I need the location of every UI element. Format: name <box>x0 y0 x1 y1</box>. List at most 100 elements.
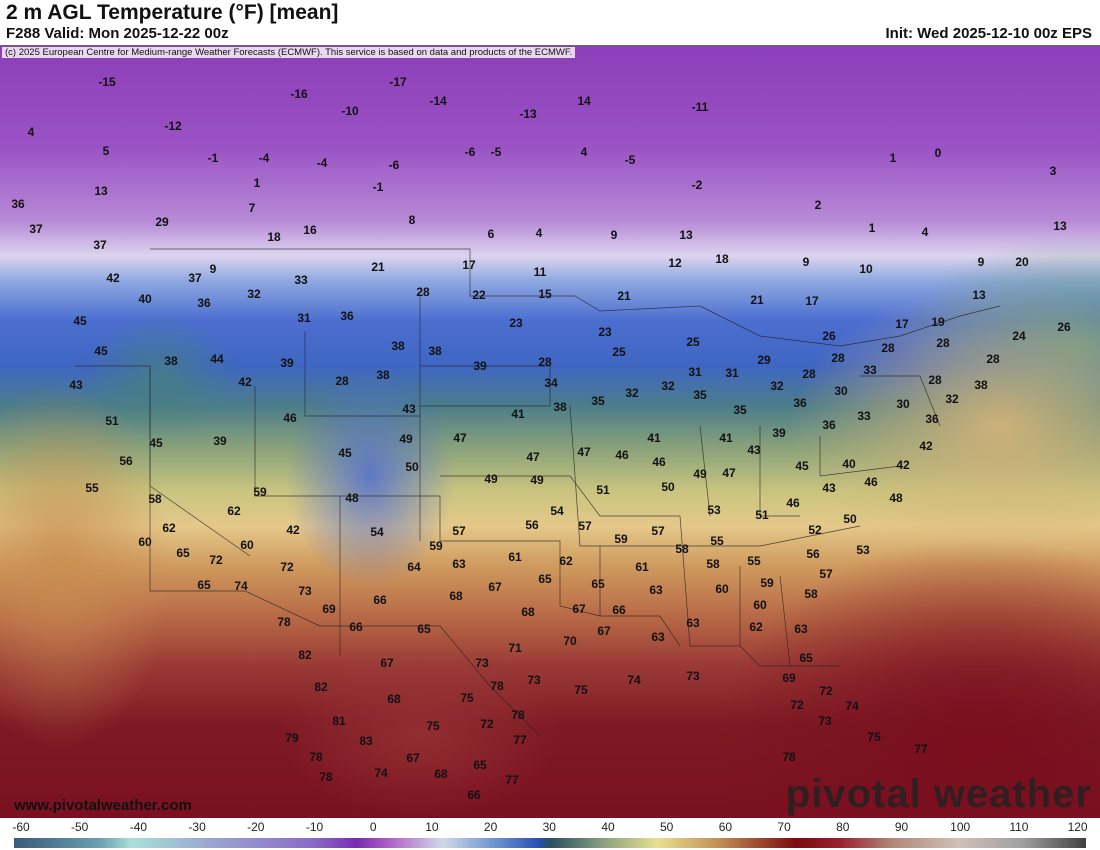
temperature-label: -11 <box>691 100 709 114</box>
temperature-label: 1 <box>868 221 876 235</box>
temperature-label: 2 <box>814 198 822 212</box>
temperature-label: 63 <box>651 630 665 644</box>
temperature-label: 46 <box>786 496 800 510</box>
temperature-label: 77 <box>914 742 928 756</box>
temperature-label: 7 <box>248 201 256 215</box>
temperature-label: -2 <box>691 178 703 192</box>
colorbar-tick-label: -60 <box>12 820 30 834</box>
colorbar-tick-label: 70 <box>777 820 791 834</box>
temperature-label: 67 <box>380 656 394 670</box>
temperature-label: 22 <box>472 288 486 302</box>
colorbar-tick-label: 90 <box>894 820 909 834</box>
pivotal-weather-watermark: pivotal weather <box>785 772 1092 816</box>
temperature-label: 4 <box>27 125 35 139</box>
temperature-label: 45 <box>73 314 87 328</box>
temperature-label: 42 <box>286 523 300 537</box>
temperature-label: 57 <box>578 519 592 533</box>
temperature-label: 48 <box>889 491 903 505</box>
temperature-label: 12 <box>668 256 682 270</box>
temperature-label: 78 <box>319 770 333 784</box>
temperature-label: 37 <box>93 238 107 252</box>
temperature-label: 67 <box>572 602 586 616</box>
temperature-label: -15 <box>98 75 116 89</box>
temperature-label: 46 <box>283 411 297 425</box>
temperature-label: 41 <box>719 431 733 445</box>
temperature-label: 73 <box>527 673 541 687</box>
temperature-label: 5 <box>102 144 110 158</box>
temperature-map[interactable]: (c) 2025 European Centre for Medium-rang… <box>0 45 1100 818</box>
temperature-label: 38 <box>391 339 405 353</box>
temperature-label: 82 <box>314 680 328 694</box>
colorbar-tick-label: 0 <box>369 820 377 834</box>
temperature-label: 55 <box>747 554 761 568</box>
temperature-label: 43 <box>69 378 83 392</box>
temperature-label: 59 <box>760 576 774 590</box>
temperature-label: -4 <box>316 156 328 170</box>
temperature-label: 75 <box>460 691 474 705</box>
temperature-label: 71 <box>508 641 522 655</box>
temperature-label: -5 <box>490 145 502 159</box>
temperature-label: 31 <box>297 311 311 325</box>
site-url[interactable]: www.pivotalweather.com <box>14 797 192 814</box>
temperature-label: 53 <box>856 543 870 557</box>
state-borders <box>75 248 1001 737</box>
temperature-label: 49 <box>693 467 707 481</box>
temperature-label: 46 <box>652 455 666 469</box>
temperature-label: 30 <box>834 384 848 398</box>
temperature-label: 16 <box>303 223 317 237</box>
temperature-label: 24 <box>1012 329 1026 343</box>
temperature-label: 53 <box>707 503 721 517</box>
temperature-label: 68 <box>387 692 401 706</box>
temperature-label: 75 <box>574 683 588 697</box>
temperature-label: 65 <box>417 622 431 636</box>
temperature-label: 56 <box>525 518 539 532</box>
temperature-label: 70 <box>563 634 577 648</box>
temperature-label: -1 <box>372 180 384 194</box>
colorbar-tick-label: 30 <box>542 820 556 834</box>
temperature-label: -13 <box>519 107 537 121</box>
temperature-label: 38 <box>376 368 390 382</box>
temperature-label: 58 <box>148 492 162 506</box>
temperature-label: 81 <box>332 714 346 728</box>
temperature-label: 74 <box>845 699 859 713</box>
temperature-label: 58 <box>706 557 720 571</box>
temperature-label: 57 <box>452 524 466 538</box>
temperature-label: 63 <box>794 622 808 636</box>
temperature-label: 20 <box>1015 255 1029 269</box>
temperature-label: 26 <box>822 329 836 343</box>
temperature-label: 51 <box>755 508 769 522</box>
temperature-label: 45 <box>795 459 809 473</box>
temperature-label: 50 <box>661 480 675 494</box>
temperature-label: 60 <box>240 538 254 552</box>
temperature-label: 35 <box>693 388 707 402</box>
temperature-label: -6 <box>464 145 476 159</box>
colorbar-tick-label: 100 <box>950 820 971 834</box>
temperature-label: 51 <box>596 483 610 497</box>
temperature-label: 45 <box>338 446 352 460</box>
temperature-label: 60 <box>138 535 152 549</box>
colorbar-tick-label: -30 <box>188 820 206 834</box>
colorbar: -60 -50 -40 -30 -20 -10 0 10 20 30 40 50 60 70 80 90 100… <box>0 818 1100 850</box>
temperature-label: 72 <box>790 698 804 712</box>
temperature-label: 66 <box>467 788 481 802</box>
colorbar-tick-label: -40 <box>129 820 148 834</box>
temperature-label: 9 <box>802 255 810 269</box>
temperature-label: 75 <box>426 719 440 733</box>
temperature-label: 48 <box>345 491 359 505</box>
temperature-label: 28 <box>416 285 430 299</box>
temperature-label: 9 <box>209 262 217 276</box>
temperature-label: 0 <box>934 146 942 160</box>
temperature-label: 59 <box>253 485 267 499</box>
temperature-label: 65 <box>799 651 813 665</box>
temperature-label: 47 <box>577 445 591 459</box>
temperature-label: 43 <box>822 481 836 495</box>
temperature-label: 64 <box>407 560 421 574</box>
temperature-label: 72 <box>480 717 494 731</box>
temperature-label: 10 <box>859 262 873 276</box>
temperature-label: 72 <box>819 684 833 698</box>
temperature-label: 67 <box>488 580 502 594</box>
temperature-label: 1 <box>889 151 897 165</box>
temperature-label: 28 <box>538 355 552 369</box>
temperature-label: 9 <box>977 255 985 269</box>
temperature-label: 28 <box>928 373 942 387</box>
